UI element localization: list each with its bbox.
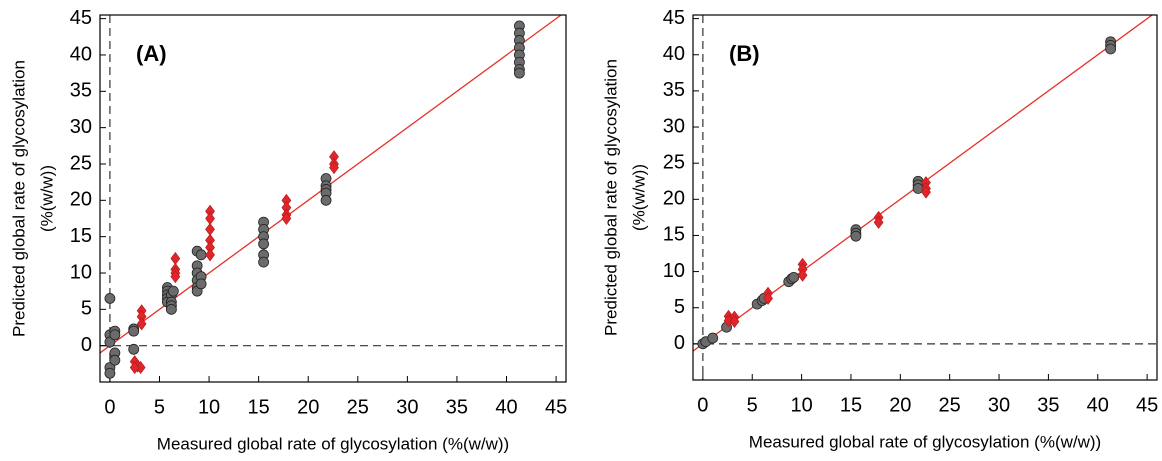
circle-point — [128, 325, 140, 337]
diamond-point — [129, 360, 140, 374]
x-tick-label: 30 — [988, 394, 1010, 416]
circle-point — [258, 238, 269, 250]
y-tick-label: 45 — [70, 7, 92, 29]
x-axis-label: Measured global rate of glycosylation (%… — [157, 434, 509, 453]
panel-label: (A) — [136, 41, 167, 66]
y-tick-label: 40 — [663, 43, 685, 65]
y-tick-label: 45 — [663, 7, 685, 29]
x-tick-label: 10 — [790, 394, 812, 416]
y-tick-label: 15 — [70, 225, 92, 247]
y-tick-label: 5 — [81, 298, 92, 320]
diamond-point — [205, 248, 215, 262]
y-tick-label: 40 — [70, 43, 92, 65]
y-axis-label: (%(w/w)) — [629, 164, 648, 231]
x-tick-label: 30 — [396, 396, 418, 418]
diamond-point — [729, 314, 740, 328]
y-tick-label: 20 — [663, 188, 685, 210]
x-tick-label: 5 — [747, 394, 758, 416]
y-tick-label: 10 — [663, 260, 685, 282]
circle-point — [195, 278, 207, 290]
diamond-point — [170, 251, 181, 265]
plot-frame — [692, 14, 1158, 381]
circle-point — [514, 67, 525, 79]
x-tick-label: 25 — [347, 396, 369, 418]
diamond-point — [136, 317, 147, 331]
x-tick-label: 15 — [248, 396, 270, 418]
panel-label: (B) — [729, 41, 760, 66]
x-tick-label: 45 — [545, 396, 567, 418]
panel: 0 5 10 15 20 25 30 35 40 45 0 5 10 15 20 25 30 35 40 45 (A) M… — [9, 7, 567, 454]
y-axis-label: (%(w/w)) — [37, 165, 56, 232]
diamond-point — [763, 291, 773, 305]
x-tick-label: 20 — [889, 394, 911, 416]
diamond-point — [873, 215, 884, 229]
circle-point — [707, 332, 719, 344]
y-tick-label: 30 — [663, 115, 685, 137]
x-axis-label: Measured global rate of glycosylation (%… — [749, 432, 1101, 451]
circle-point — [109, 329, 121, 341]
circle-point — [258, 256, 269, 268]
y-axis-label: Predicted global rate of glycosylation — [9, 60, 28, 337]
circle-point — [788, 271, 800, 283]
diamond-point — [921, 185, 931, 199]
y-tick-label: 35 — [663, 79, 685, 101]
diamond-point — [205, 222, 215, 236]
circle-point — [109, 354, 121, 366]
diamond-point — [281, 211, 292, 225]
y-axis-label: Predicted global rate of glycosylation — [601, 59, 620, 336]
y-tick-label: 10 — [70, 261, 92, 283]
y-tick-label: 35 — [70, 80, 92, 102]
circle-point — [104, 367, 116, 379]
y-tick-label: 20 — [70, 189, 92, 211]
diamond-point — [797, 268, 808, 282]
x-tick-label: 5 — [154, 396, 165, 418]
circle-point — [195, 249, 207, 261]
x-tick-label: 35 — [1037, 394, 1059, 416]
circle-point — [850, 230, 862, 242]
x-tick-label: 20 — [297, 396, 319, 418]
plot-frame — [99, 14, 567, 383]
y-tick-label: 25 — [70, 152, 92, 174]
x-tick-label: 35 — [446, 396, 468, 418]
diamond-point — [329, 161, 339, 175]
x-tick-label: 25 — [939, 394, 961, 416]
y-tick-label: 5 — [674, 296, 685, 318]
x-tick-label: 15 — [840, 394, 862, 416]
diamond-point — [205, 211, 215, 225]
x-tick-label: 0 — [104, 396, 115, 418]
circle-point — [104, 293, 116, 304]
y-tick-label: 25 — [663, 151, 685, 173]
circle-point — [1105, 43, 1116, 55]
circle-point — [167, 285, 179, 297]
x-tick-label: 0 — [697, 394, 708, 416]
circle-point — [165, 303, 177, 315]
y-tick-label: 0 — [81, 334, 92, 356]
x-tick-label: 10 — [198, 396, 220, 418]
y-tick-label: 0 — [674, 332, 685, 354]
circle-point — [128, 343, 140, 355]
y-tick-label: 15 — [663, 224, 685, 246]
x-tick-label: 40 — [495, 396, 517, 418]
x-tick-label: 45 — [1136, 394, 1158, 416]
y-tick-label: 30 — [70, 116, 92, 138]
panel: 0 5 10 15 20 25 30 35 40 45 0 5 10 15 20 25 30 35 40 45 (B) M… — [601, 7, 1158, 452]
x-tick-label: 40 — [1087, 394, 1109, 416]
diamond-point — [170, 270, 181, 284]
circle-point — [320, 194, 332, 206]
